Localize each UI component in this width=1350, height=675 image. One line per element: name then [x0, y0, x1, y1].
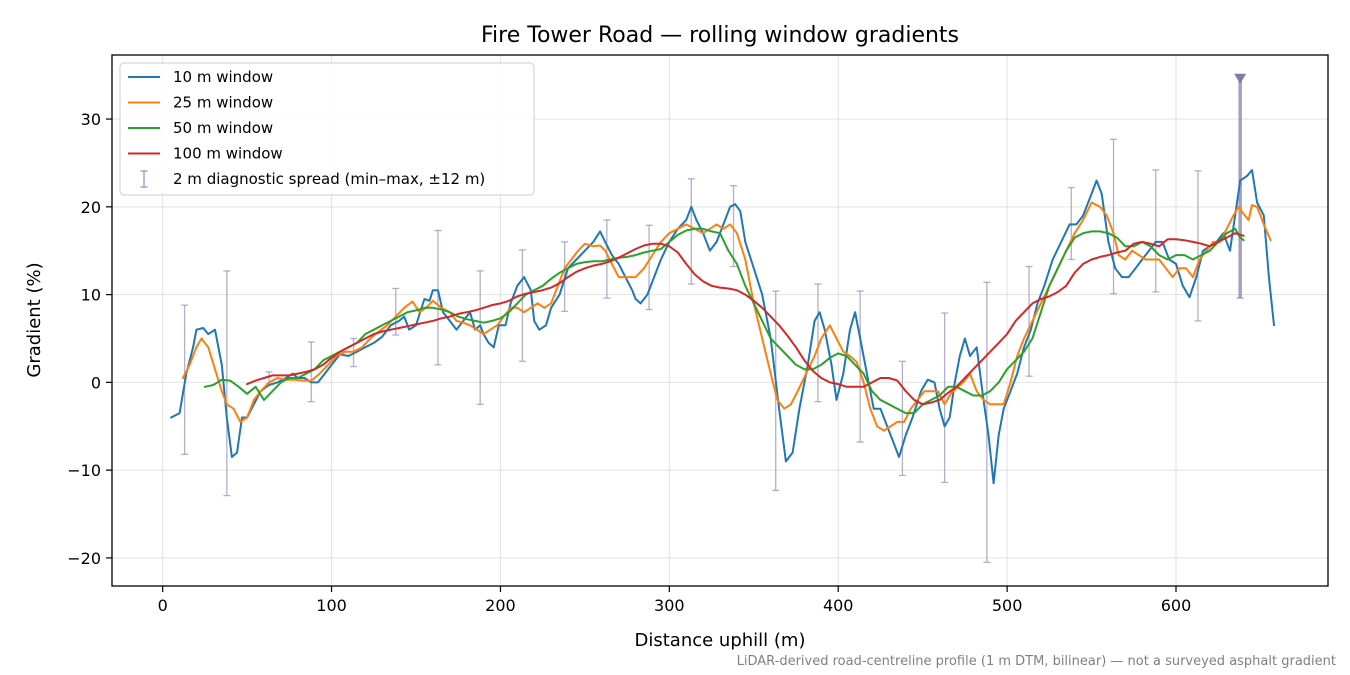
series-lines — [170, 169, 1275, 485]
y-axis-label: Gradient (%) — [24, 262, 45, 377]
series-line — [246, 232, 1245, 406]
plot-frame — [111, 54, 1329, 587]
x-tick-label: 300 — [654, 596, 685, 615]
x-tick-label: 0 — [158, 596, 168, 615]
footnote: LiDAR-derived road-centreline profile (1… — [737, 654, 1336, 669]
x-axis-label: Distance uphill (m) — [635, 630, 806, 651]
y-tick-label: 30 — [81, 110, 101, 129]
legend-label: 50 m window — [173, 119, 273, 137]
x-tick-label: 200 — [485, 596, 516, 615]
chart-title: Fire Tower Road — rolling window gradien… — [481, 23, 959, 48]
y-tick-label: 0 — [91, 373, 101, 392]
axis-ticks: 0 100 200 300 400 500 600 −20 −10 0 10 20 30 — [67, 110, 1191, 615]
x-tick-label: 600 — [1161, 596, 1192, 615]
legend-label: 2 m diagnostic spread (min–max, ±12 m) — [173, 170, 485, 188]
legend-label: 10 m window — [173, 68, 273, 86]
legend-entries: 10 m window 25 m window 50 m window 100 m w… — [128, 68, 485, 188]
legend: 10 m window 25 m window 50 m window 100 m w… — [119, 62, 535, 196]
errorbar-clip-marker — [1234, 73, 1247, 84]
series-line — [181, 201, 1272, 432]
legend-label: 25 m window — [173, 94, 273, 112]
x-tick-label: 100 — [316, 596, 347, 615]
legend-label: 100 m window — [173, 145, 283, 163]
y-tick-label: −20 — [67, 549, 101, 568]
y-tick-label: 10 — [81, 286, 101, 305]
x-tick-label: 500 — [992, 596, 1023, 615]
y-tick-label: 20 — [81, 198, 101, 217]
x-tick-label: 400 — [823, 596, 854, 615]
series-line — [203, 227, 1245, 415]
series-line — [170, 169, 1275, 485]
y-tick-label: −10 — [67, 461, 101, 480]
legend-box — [119, 62, 535, 196]
